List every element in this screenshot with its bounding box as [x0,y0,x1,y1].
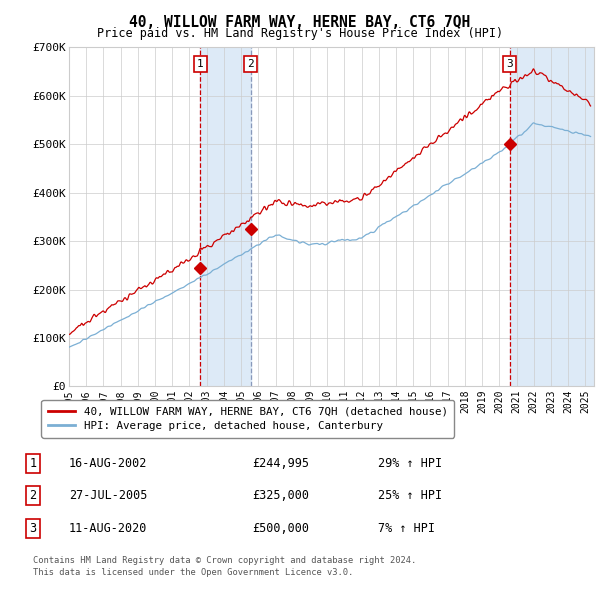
Text: This data is licensed under the Open Government Licence v3.0.: This data is licensed under the Open Gov… [33,568,353,577]
Text: 3: 3 [29,522,37,535]
Text: 1: 1 [29,457,37,470]
Text: 3: 3 [506,59,513,69]
Text: 25% ↑ HPI: 25% ↑ HPI [378,489,442,502]
Text: £325,000: £325,000 [252,489,309,502]
Text: 29% ↑ HPI: 29% ↑ HPI [378,457,442,470]
Bar [200,47,251,386]
Text: Contains HM Land Registry data © Crown copyright and database right 2024.: Contains HM Land Registry data © Crown c… [33,556,416,565]
Text: 1: 1 [197,59,203,69]
Text: 40, WILLOW FARM WAY, HERNE BAY, CT6 7QH: 40, WILLOW FARM WAY, HERNE BAY, CT6 7QH [130,15,470,30]
Legend: 40, WILLOW FARM WAY, HERNE BAY, CT6 7QH (detached house), HPI: Average price, de: 40, WILLOW FARM WAY, HERNE BAY, CT6 7QH … [41,400,454,438]
Text: 2: 2 [29,489,37,502]
Text: 27-JUL-2005: 27-JUL-2005 [69,489,148,502]
Text: £500,000: £500,000 [252,522,309,535]
Bar [510,47,594,386]
Text: Price paid vs. HM Land Registry's House Price Index (HPI): Price paid vs. HM Land Registry's House … [97,27,503,40]
Text: £244,995: £244,995 [252,457,309,470]
Text: 11-AUG-2020: 11-AUG-2020 [69,522,148,535]
Text: 2: 2 [248,59,254,69]
Text: 7% ↑ HPI: 7% ↑ HPI [378,522,435,535]
Text: 16-AUG-2002: 16-AUG-2002 [69,457,148,470]
